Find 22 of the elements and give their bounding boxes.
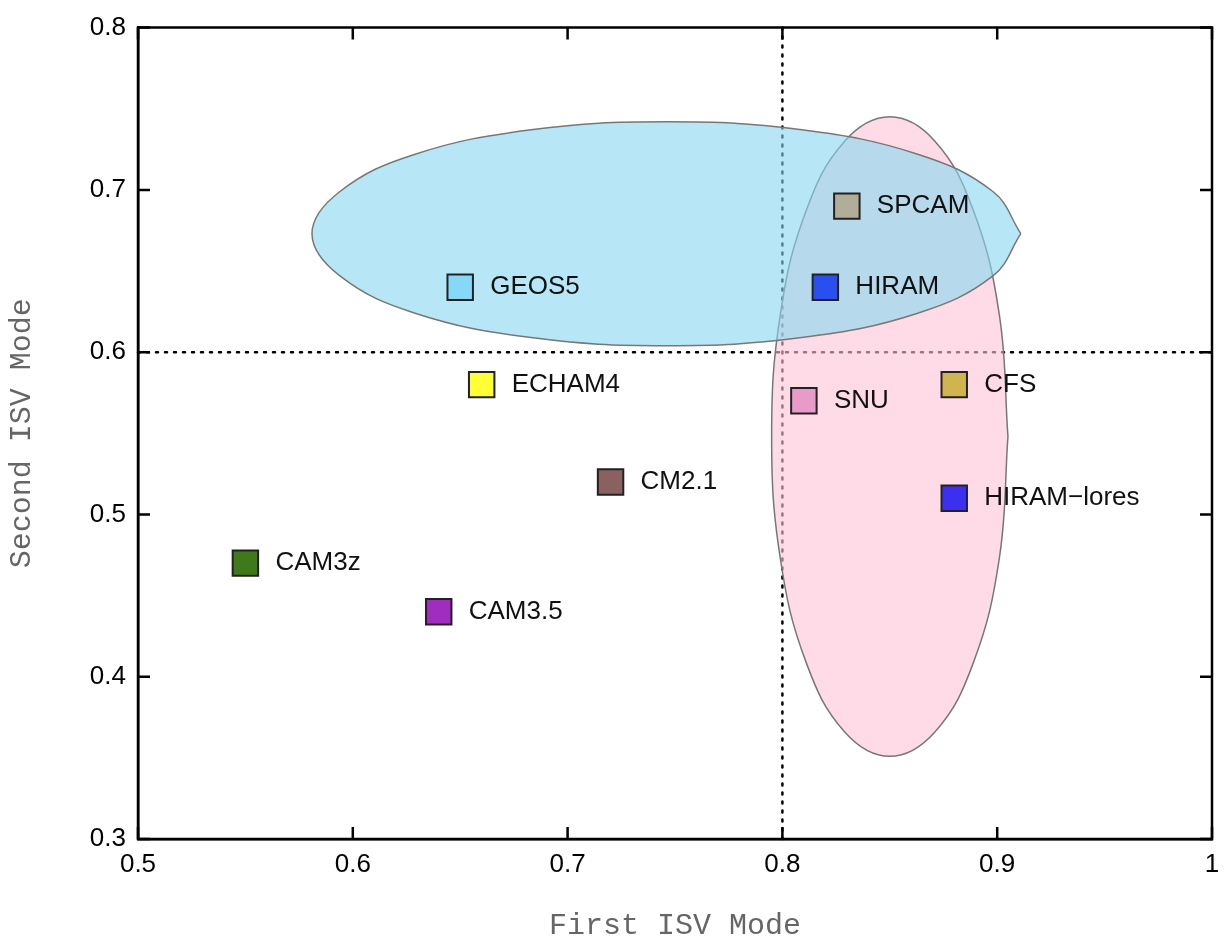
series-label: CAM3.5 [468,594,563,625]
series-label: CM2.1 [640,465,718,496]
x-tick-label: 0.6 [334,847,371,878]
y-tick-label: 0.8 [89,10,126,41]
y-tick-label: 0.7 [89,173,126,204]
series-label: SNU [833,384,889,415]
series-label: SPCAM [876,189,970,220]
series-label: CFS [984,367,1037,398]
series-label: HIRAM−lores [984,481,1140,512]
series-label: ECHAM4 [511,367,621,398]
x-tick-label: 0.8 [764,847,801,878]
y-tick-label: 0.6 [89,335,126,366]
series-label: HIRAM [855,270,940,301]
series-label: GEOS5 [490,270,580,301]
x-tick-label: 0.9 [979,847,1016,878]
y-tick-label: 0.5 [89,497,126,528]
y-axis-title: Second ISV Mode [4,298,39,569]
series-label: CAM3z [275,546,361,577]
x-tick-label: 1 [1204,847,1220,878]
y-tick-label: 0.4 [89,659,126,690]
x-tick-label: 0.7 [549,847,586,878]
x-axis-title: First ISV Mode [548,908,802,943]
